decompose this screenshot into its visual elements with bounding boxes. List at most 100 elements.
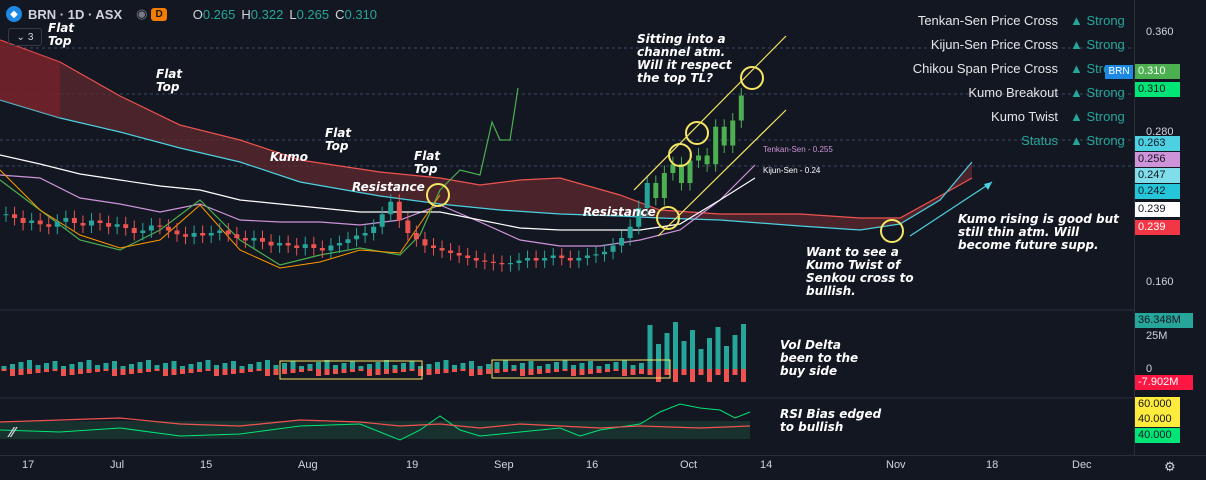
status-row: Kumo Twist ▲ Strong	[880, 104, 1130, 128]
high-value: 0.322	[250, 6, 284, 22]
volume-delta-sell-bar	[222, 369, 228, 375]
volume-delta-sell-bar	[732, 369, 738, 375]
volume-delta-buy-bar	[69, 364, 75, 369]
kumo-fill	[0, 40, 972, 230]
kumo-rising-arrow	[909, 181, 993, 237]
candle-body	[730, 120, 736, 146]
indicators-toggle-button[interactable]: ⌄ 3	[8, 28, 42, 46]
volume-delta-buy-bar	[222, 363, 228, 369]
volume-delta-sell-bar	[562, 369, 568, 371]
chart-canvas[interactable]	[0, 0, 1134, 455]
symbol-title[interactable]: BRN · 1D · ASX	[28, 6, 123, 22]
candle-body	[97, 220, 103, 223]
volume-delta-buy-bar	[52, 361, 58, 369]
annotations	[426, 35, 993, 243]
volume-delta-buy-bar	[545, 364, 551, 369]
candle-body	[114, 224, 120, 227]
candle-body	[516, 260, 522, 263]
volume-delta-sell-bar	[520, 369, 525, 376]
rsi-tag: 40.000	[1135, 428, 1180, 443]
volume-delta-sell-bar	[426, 369, 432, 375]
volume-delta-buy-bar	[477, 366, 483, 369]
candle-body	[20, 218, 26, 223]
candle-body	[584, 255, 590, 258]
volume-delta-buy-bar	[537, 366, 542, 369]
note-kumo: Kumo	[270, 150, 308, 164]
volume-delta-sell-bar	[129, 369, 134, 374]
gear-icon[interactable]: ⚙	[1164, 459, 1176, 474]
candle-body	[148, 225, 154, 231]
channel-top-trendline	[633, 35, 787, 191]
volume-delta-buy-bar	[562, 360, 568, 369]
volume-delta-buy-bar	[511, 365, 517, 369]
volume-delta-sell-bar	[273, 369, 279, 375]
ichimoku-status-table: Tenkan-Sen Price Cross ▲ Strong Kijun-Sen …	[880, 8, 1130, 152]
volume-delta-sell-bar	[528, 369, 534, 375]
candle-body	[636, 208, 642, 227]
volume-delta-sell-bar	[163, 369, 168, 376]
volume-delta-sell-bar	[384, 369, 389, 374]
candle-body	[174, 230, 180, 235]
volume-delta-sell-bar	[171, 369, 177, 375]
volume-delta-sell-bar	[1, 369, 7, 371]
volume-delta-sell-bar	[409, 369, 415, 371]
tradingview-logo-icon[interactable]: ⁄⁄	[10, 424, 16, 441]
eye-icon[interactable]: ◉	[136, 6, 148, 21]
volume-delta-sell-bar	[605, 369, 610, 372]
candle-body	[448, 250, 454, 253]
volume-delta-buy-bar	[418, 366, 423, 369]
candle-body	[738, 95, 744, 121]
close-label: C	[335, 6, 345, 22]
volume-delta-buy-bar	[375, 362, 381, 369]
volume-delta-buy-bar	[596, 366, 602, 369]
note-flat-top-2: Flat Top	[156, 67, 183, 94]
highlight-circle	[740, 66, 764, 90]
volume-delta-sell-bar	[61, 369, 66, 376]
candle-body	[602, 251, 607, 255]
candle-body	[687, 160, 693, 183]
volume-delta-buy-bar	[724, 346, 729, 369]
candle-body	[46, 224, 52, 227]
volume-delta-buy-bar	[639, 363, 644, 369]
volume-delta-sell-bar	[554, 369, 559, 372]
volume-delta-sell-bar	[137, 369, 143, 373]
candle-body	[277, 243, 283, 246]
volume-delta-buy-bar	[443, 360, 449, 369]
volume-highlight-box	[279, 360, 423, 380]
volume-delta-buy-bar	[528, 361, 534, 369]
volume-delta-sell-bar	[214, 369, 219, 376]
time-axis[interactable]	[0, 455, 1206, 480]
candle-body	[311, 244, 317, 248]
candle-body	[268, 241, 274, 246]
volume-delta-sell-bar	[673, 369, 678, 382]
volume-delta-sell-bar	[630, 369, 636, 375]
price-tick-label: 0.280	[1146, 126, 1174, 138]
volume-delta-sell-bar	[375, 369, 381, 375]
candle-body	[593, 254, 599, 256]
candle-body	[183, 234, 189, 237]
candle-body	[525, 258, 531, 261]
candle-body	[80, 223, 86, 226]
candle-body	[157, 225, 163, 227]
volume-delta-sell-bar	[503, 369, 508, 372]
volume-tag: -7.902M	[1135, 375, 1193, 390]
candle-body	[319, 248, 325, 251]
status-row-label: Kumo Twist	[991, 108, 1058, 124]
volume-delta-buy-bar	[571, 365, 576, 369]
volume-delta-sell-bar	[477, 369, 483, 375]
highlight-circle	[880, 219, 904, 243]
volume-delta-buy-bar	[129, 364, 134, 369]
volume-delta-sell-bar	[316, 369, 321, 376]
data-badge[interactable]: D	[151, 7, 167, 21]
candle-body	[242, 238, 248, 241]
candle-body	[456, 253, 462, 256]
kijun-sen-label: Kijun-Sen - 0.24	[763, 166, 821, 175]
highlight-circle	[685, 121, 709, 145]
candle-body	[653, 183, 659, 198]
volume-delta-sell-bar	[511, 369, 517, 371]
volume-delta-buy-bar	[282, 363, 287, 369]
tenkan-sen-label: Tenkan-Sen - 0.255	[763, 145, 833, 154]
volume-delta-buy-bar	[554, 362, 559, 369]
high-label: H	[241, 6, 251, 22]
volume-delta-sell-bar	[197, 369, 202, 372]
